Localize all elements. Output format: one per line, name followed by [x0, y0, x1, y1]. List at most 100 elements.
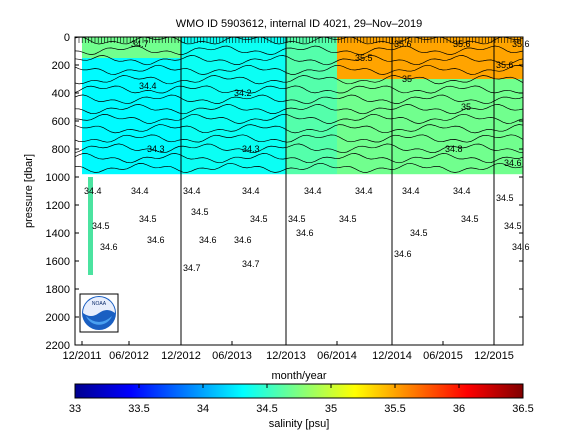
contour-label: 35.6 — [394, 39, 412, 49]
contour-label: 34.8 — [445, 144, 463, 154]
contour-label: 34.4 — [355, 186, 373, 196]
colorbar-label: salinity [psu] — [269, 418, 330, 430]
x-tick-label: 12/2013 — [266, 350, 306, 362]
contour-label: 34.4 — [242, 186, 260, 196]
contour-label: 34.4 — [402, 186, 420, 196]
y-tick-label: 1600 — [46, 256, 70, 268]
contour-label: 35 — [461, 102, 471, 112]
contour-label: 35.6 — [496, 60, 514, 70]
colorbar-ticks: 33 33.5 34 34.5 35 35.5 36 36.5 — [69, 384, 534, 415]
colorbar-tick-label: 34.5 — [256, 403, 277, 415]
profile-bar — [88, 177, 93, 275]
year-markers — [180, 37, 495, 345]
x-axis-label: month/year — [271, 370, 326, 382]
contour-label: 34.6 — [147, 235, 165, 245]
contour-lines — [75, 37, 523, 173]
contour-line — [75, 162, 523, 173]
contour-line — [75, 104, 523, 115]
contour-label: 34.7 — [183, 263, 201, 273]
colorbar — [74, 383, 524, 399]
contour-label: 35 — [402, 74, 412, 84]
x-tick-label: 06/2013 — [212, 350, 252, 362]
colorbar-tick-label: 35.5 — [384, 403, 405, 415]
x-tick-label: 12/2012 — [161, 350, 201, 362]
x-tick-label: 06/2014 — [317, 350, 357, 362]
contour-line — [75, 113, 523, 124]
y-tick-label: 1200 — [46, 200, 70, 212]
y-axis: 0 200 400 600 800 1000 1200 1400 1600 1800 2000 220… — [46, 32, 523, 352]
contour-label: 34.6 — [199, 235, 217, 245]
y-tick-label: 1800 — [46, 284, 70, 296]
y-tick-label: 200 — [52, 60, 70, 72]
contour-label: 34.4 — [131, 186, 149, 196]
y-tick-label: 1400 — [46, 228, 70, 240]
contour-label: 34.5 — [339, 214, 357, 224]
contour-line — [75, 64, 523, 75]
y-tick-label: 2200 — [46, 340, 70, 352]
contour-label: 34.5 — [410, 228, 428, 238]
y-tick-label: 1000 — [46, 172, 70, 184]
contour-label: 34.4 — [84, 186, 102, 196]
contour-label: 35.6 — [453, 39, 471, 49]
contour-line — [75, 55, 523, 66]
y-tick-label: 800 — [52, 144, 70, 156]
contour-label: 34.3 — [242, 144, 260, 154]
contour-line — [75, 143, 523, 154]
contour-label: 34.6 — [100, 242, 118, 252]
colorbar-tick-label: 35 — [325, 403, 337, 415]
contour-label: 34.6 — [504, 158, 522, 168]
contour-line — [75, 134, 523, 143]
contour-label: 34.6 — [296, 228, 314, 238]
contour-line — [75, 75, 523, 85]
contour-line — [75, 94, 523, 105]
contour-label: 34.5 — [288, 214, 306, 224]
contour-line — [75, 45, 523, 55]
colorbar-tick-label: 34 — [197, 403, 209, 415]
contour-label: 34.6 — [394, 249, 412, 259]
x-tick-label: 12/2014 — [372, 350, 412, 362]
plot-frame — [74, 36, 524, 346]
x-tick-label: 12/2011 — [63, 350, 102, 362]
contour-line — [75, 85, 523, 94]
y-tick-label: 0 — [64, 32, 70, 44]
colorbar-tick-label: 33.5 — [128, 403, 149, 415]
contour-label: 35.5 — [355, 53, 373, 63]
contour-label: 34.4 — [304, 186, 322, 196]
y-tick-label: 400 — [52, 88, 70, 100]
contour-label: 34.6 — [234, 235, 252, 245]
contour-label: 34.5 — [504, 221, 522, 231]
contour-label: 34.4 — [139, 81, 157, 91]
colorbar-tick-label: 36 — [453, 403, 465, 415]
contour-label: 34.5 — [461, 214, 479, 224]
chart-title: WMO ID 5903612, internal ID 4021, 29–Nov… — [176, 18, 422, 30]
x-axis: 12/2011 06/2012 12/2012 06/2013 12/2013 06/20… — [63, 341, 514, 362]
contour-label: 34.5 — [191, 207, 209, 217]
contour-label: 34.3 — [147, 144, 165, 154]
contour-label: 34.5 — [496, 193, 514, 203]
contour-label: 35.6 — [512, 39, 530, 49]
logo-text: NOAA — [92, 301, 107, 307]
y-tick-label: 600 — [52, 116, 70, 128]
colorbar-tick-label: 36.5 — [512, 403, 533, 415]
contour-line — [75, 153, 523, 164]
contour-labels: 34.4 34.5 34.6 34.4 34.5 34.6 34.4 34.5 34.6 34.7… — [84, 39, 530, 273]
contour-label: 34.2 — [234, 88, 252, 98]
noaa-logo: NOAA — [79, 293, 119, 333]
contour-label: 34.6 — [512, 242, 530, 252]
x-tick-label: 06/2012 — [109, 350, 149, 362]
colorbar-tick-label: 33 — [69, 403, 81, 415]
profile-track — [88, 177, 93, 275]
contour-label: 34.4 — [183, 186, 201, 196]
contour-label: 34.7 — [131, 39, 149, 49]
x-tick-label: 06/2015 — [423, 350, 463, 362]
contour-label: 34.5 — [92, 221, 110, 231]
y-tick-label: 2000 — [46, 312, 70, 324]
contour-line — [75, 124, 523, 134]
contour-label: 34.5 — [139, 214, 157, 224]
contour-label: 34.5 — [250, 214, 268, 224]
contour-label: 34.4 — [453, 186, 471, 196]
y-axis-label: pressure [dbar] — [23, 154, 35, 228]
field-region — [286, 37, 337, 175]
x-tick-label: 12/2015 — [474, 350, 514, 362]
